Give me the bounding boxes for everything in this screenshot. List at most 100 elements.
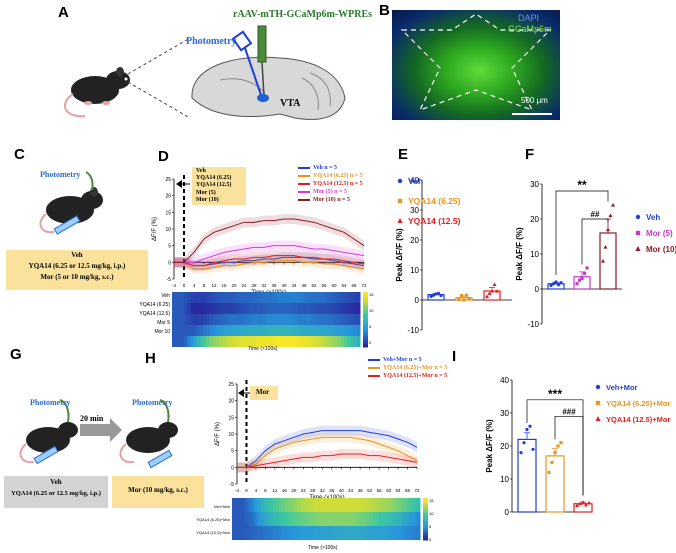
heat-cell: [197, 292, 201, 303]
colorbar-cell: [423, 527, 428, 530]
heat-cell: [181, 292, 186, 303]
legend-marker: [635, 214, 641, 220]
heat-cell: [338, 303, 342, 314]
heat-cell: [316, 325, 320, 336]
heat-cell: [234, 325, 239, 336]
heat-cell: [331, 292, 336, 303]
heat-cell: [307, 498, 311, 512]
heat-cell: [178, 325, 182, 336]
heat-cell: [232, 512, 236, 526]
y-axis-label: ΔF/F (%): [152, 217, 158, 241]
x-tick-label: 56: [377, 488, 383, 493]
heat-cell: [369, 526, 374, 540]
heat-cell: [235, 526, 239, 540]
heat-cell: [413, 498, 418, 512]
data-point: [429, 294, 433, 298]
heat-cell: [309, 314, 314, 325]
heat-cell: [247, 498, 252, 512]
heat-cell: [272, 314, 276, 325]
heat-row-yqa625-mor: YQA14 (6.25)+Mor: [196, 517, 230, 522]
y-tick-label: 30: [500, 409, 509, 418]
legend-label: Veh+Mor n = 5: [383, 357, 422, 363]
colorbar-cell: [423, 504, 428, 507]
chart-i: 0 10 20 30 40 Peak ΔF/F (%) Veh+Mor YQA14 (6.25…: [485, 376, 670, 517]
heat-cell: [200, 314, 204, 325]
y-tick-label: 15: [165, 210, 171, 216]
heat-cell: [266, 303, 270, 314]
heat-cell: [209, 292, 214, 303]
heat-cell: [181, 314, 186, 325]
heat-cell: [234, 314, 239, 325]
heat-cell: [360, 498, 365, 512]
heat-cell: [244, 498, 249, 512]
heat-cell: [291, 292, 295, 303]
heat-cell: [287, 292, 292, 303]
heat-cell: [235, 512, 239, 526]
heat-cell: [206, 325, 211, 336]
x-tick-label: 72: [361, 283, 367, 288]
heat-cell: [259, 314, 264, 325]
heat-cell: [410, 526, 415, 540]
heat-cell: [338, 325, 342, 336]
heat-cell: [190, 292, 195, 303]
legend-label: YQA14 (12.5) n = 5: [313, 181, 363, 187]
colorbar-cell: [423, 506, 428, 509]
colorbar-tick: 5: [369, 324, 372, 329]
heat-cell: [316, 303, 320, 314]
heat-cell: [287, 336, 292, 347]
heat-cell: [313, 325, 317, 336]
heat-cell: [297, 303, 301, 314]
heat-cell: [309, 336, 314, 347]
heat-cell: [341, 314, 345, 325]
heat-cell: [244, 303, 248, 314]
heat-cell: [197, 325, 201, 336]
heat-cell: [228, 292, 233, 303]
heat-cell: [200, 325, 204, 336]
heat-cell: [331, 303, 336, 314]
significance-label: ###: [562, 407, 576, 416]
heat-cell: [190, 336, 195, 347]
heat-cell: [382, 526, 387, 540]
heat-cell: [363, 526, 368, 540]
legend-swatch: [298, 166, 310, 169]
heat-cell: [288, 526, 293, 540]
heat-cell: [338, 498, 343, 512]
heat-cell: [300, 498, 305, 512]
heat-cell: [332, 526, 336, 540]
panel-label-a: A: [58, 4, 69, 21]
heat-cell: [269, 303, 273, 314]
data-point: [611, 203, 615, 207]
heat-cell: [247, 292, 251, 303]
data-point: [606, 227, 610, 232]
heat-cell: [319, 512, 324, 526]
legend-label: YQA14 (12.5): [408, 216, 461, 226]
panel-label-c: C: [14, 146, 25, 163]
heat-cell: [175, 325, 179, 336]
heat-cell: [257, 526, 261, 540]
panel-label-i: I: [452, 348, 457, 365]
y-tick-label: 20: [530, 215, 539, 224]
heat-cell: [319, 303, 323, 314]
heat-cell: [237, 325, 242, 336]
x-tick-label: 64: [341, 283, 347, 288]
colorbar-cell: [423, 529, 428, 533]
heat-cell: [366, 498, 371, 512]
series-band: [174, 250, 364, 271]
series-line: [237, 430, 418, 468]
heat-cell: [309, 292, 314, 303]
y-tick-label: 10: [165, 227, 171, 233]
heat-cell: [284, 336, 289, 347]
heat-cell: [253, 526, 258, 540]
heat-cell: [307, 526, 311, 540]
heat-cell: [228, 325, 233, 336]
series-band: [174, 255, 364, 274]
data-point: [608, 213, 613, 218]
y-tick-label: 10: [500, 475, 509, 484]
colorbar-cell: [363, 305, 368, 309]
heat-cell: [238, 512, 242, 526]
heat-cell: [282, 526, 286, 540]
heatmap-d: 15 10 5 0: [172, 292, 374, 348]
heat-cell: [294, 292, 298, 303]
heat-cell: [326, 498, 330, 512]
heat-cell: [203, 292, 207, 303]
